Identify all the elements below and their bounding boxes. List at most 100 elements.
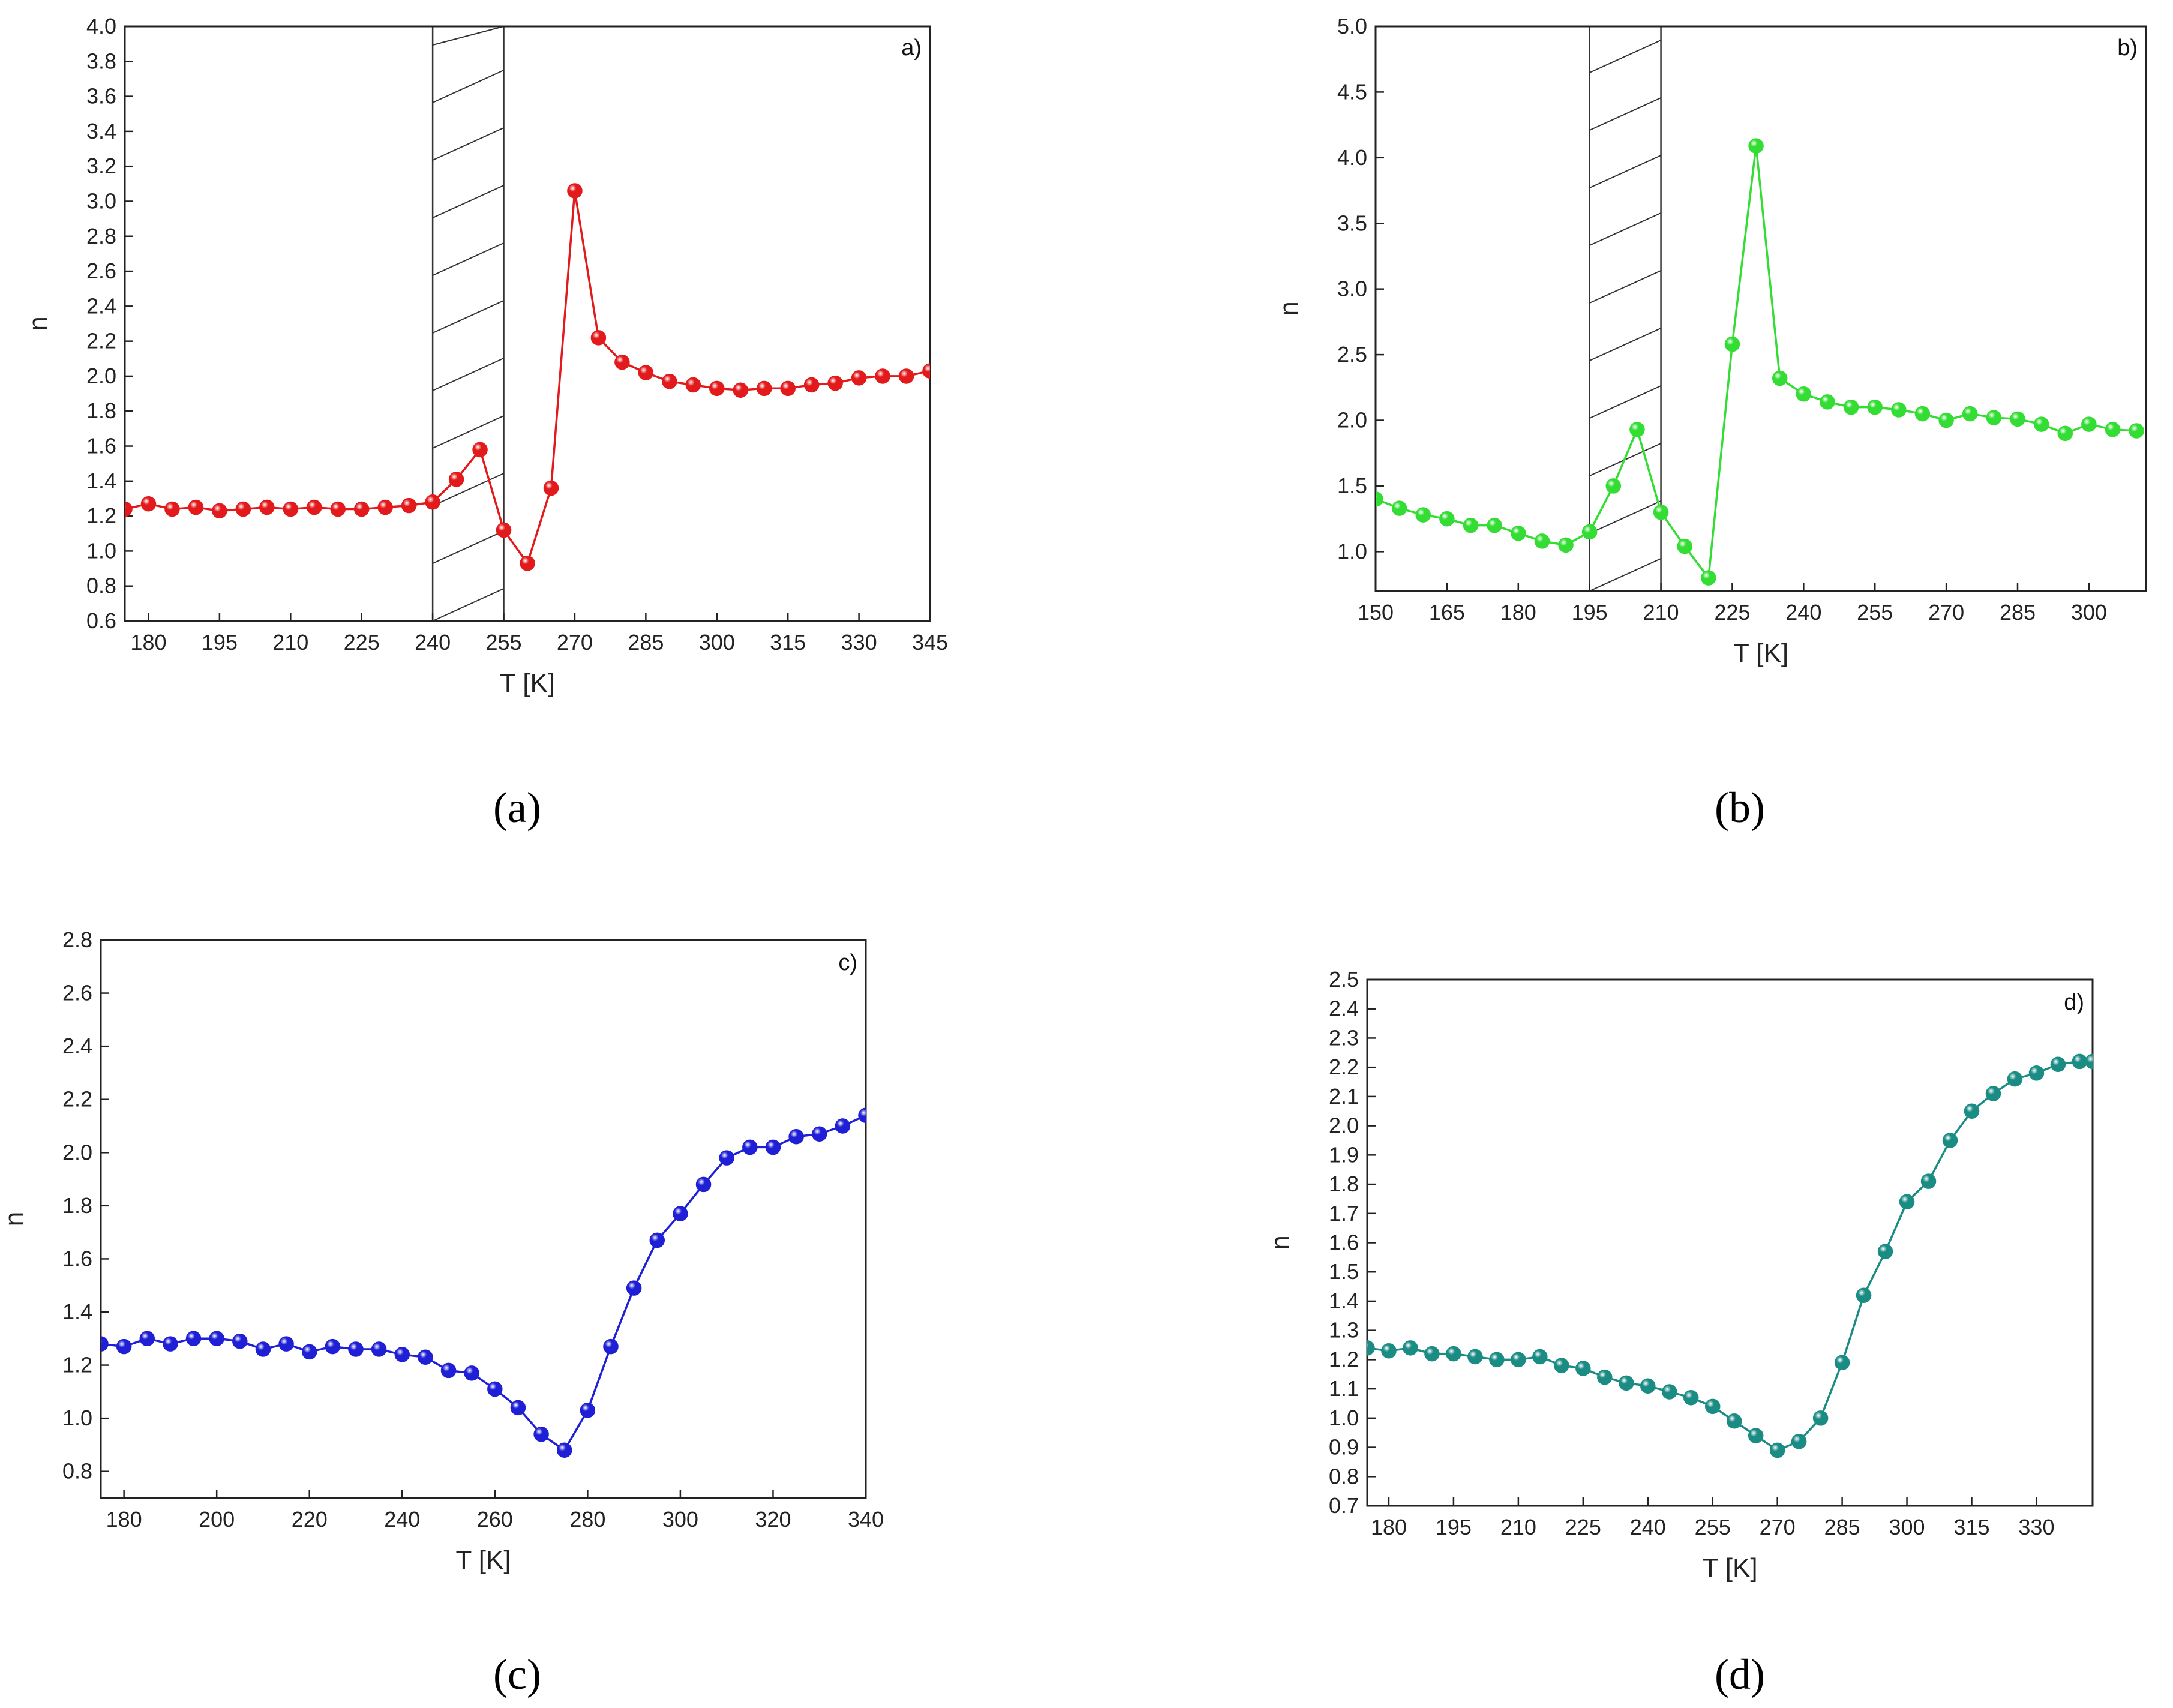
- x-tick-label: 315: [770, 630, 806, 655]
- data-point: [875, 368, 890, 384]
- data-point: [1403, 1340, 1418, 1356]
- data-point: [1575, 1361, 1591, 1376]
- data-point: [1511, 525, 1526, 541]
- hatch-line: [432, 70, 504, 103]
- data-point: [307, 499, 322, 515]
- data-point: [371, 1341, 387, 1357]
- data-point: [803, 377, 820, 393]
- hatch-line: [432, 415, 504, 449]
- data-point: [756, 380, 772, 397]
- data-point: [1834, 1355, 1850, 1371]
- hatch-line: [432, 127, 504, 161]
- data-point: [626, 1280, 642, 1296]
- data-point: [1489, 1352, 1505, 1368]
- data-point: [140, 496, 157, 512]
- y-tick-label: 3.0: [86, 188, 116, 213]
- y-tick-label: 3.0: [1337, 277, 1367, 301]
- data-point: [811, 1126, 827, 1142]
- data-point: [1367, 1340, 1375, 1356]
- x-tick-label: 225: [1714, 600, 1750, 625]
- data-point: [212, 503, 227, 519]
- y-tick-label: 1.6: [62, 1246, 92, 1271]
- series-line: [1376, 145, 2137, 581]
- data-point: [2028, 1065, 2045, 1081]
- data-point: [733, 382, 748, 398]
- x-tick-label: 240: [1630, 1515, 1666, 1539]
- data-point: [394, 1347, 410, 1362]
- hatch-line: [432, 358, 504, 391]
- x-tick-label: 255: [1857, 600, 1893, 625]
- data-point: [520, 556, 535, 571]
- data-point: [209, 1331, 224, 1347]
- y-tick-label: 1.5: [1329, 1259, 1359, 1284]
- caption-c: (c): [493, 1650, 541, 1698]
- hatch-line: [1589, 40, 1661, 73]
- hatch-line: [1589, 97, 1661, 131]
- plot-frame: [100, 939, 867, 1499]
- data-point: [2105, 422, 2121, 437]
- y-tick-label: 1.4: [1329, 1289, 1359, 1313]
- x-tick-label: 180: [130, 630, 166, 655]
- data-point: [2033, 416, 2049, 432]
- data-point: [2057, 425, 2073, 442]
- data-point: [543, 480, 559, 496]
- y-tick-label: 3.2: [86, 154, 116, 178]
- caption-b: (b): [1715, 784, 1765, 832]
- x-tick-label: 220: [292, 1507, 328, 1532]
- data-point: [827, 375, 843, 391]
- data-point: [348, 1341, 364, 1357]
- series-line: [101, 1114, 866, 1452]
- data-point: [464, 1365, 479, 1381]
- plot-frame: [1374, 25, 2147, 592]
- x-tick-label: 300: [2071, 600, 2107, 625]
- y-tick-label: 5.0: [1337, 14, 1367, 38]
- y-tick-label: 2.2: [1329, 1055, 1359, 1079]
- data-point: [590, 330, 607, 346]
- x-tick-label: 280: [569, 1507, 605, 1532]
- x-tick-label: 195: [1436, 1515, 1472, 1539]
- data-point: [719, 1150, 734, 1166]
- hatch-line: [432, 530, 504, 564]
- y-tick-label: 1.7: [1329, 1201, 1359, 1226]
- data-point: [1942, 1133, 1958, 1148]
- data-point: [1439, 511, 1455, 527]
- y-tick-label: 3.4: [86, 119, 116, 143]
- data-point: [1534, 533, 1550, 549]
- x-tick-label: 225: [1565, 1515, 1601, 1539]
- hatch-line: [1589, 328, 1661, 361]
- data-point: [139, 1331, 155, 1347]
- data-point: [835, 1118, 851, 1134]
- data-point: [1856, 1287, 1872, 1303]
- hatch-line: [1589, 155, 1661, 188]
- data-point: [533, 1426, 549, 1442]
- data-point: [1820, 394, 1835, 410]
- data-point: [649, 1232, 665, 1248]
- x-axis-title: T [K]: [1702, 1553, 1757, 1583]
- x-tick-label: 315: [1953, 1515, 1989, 1539]
- x-tick-label: 210: [272, 630, 308, 655]
- data-point: [1653, 504, 1669, 520]
- data-point: [185, 1331, 202, 1347]
- y-tick-label: 2.4: [62, 1034, 92, 1058]
- data-point: [1726, 1413, 1742, 1429]
- data-point: [1877, 1244, 1893, 1259]
- data-point: [1812, 1410, 1829, 1426]
- data-point: [1899, 1194, 1915, 1210]
- y-tick-label: 3.8: [86, 49, 116, 73]
- data-point: [232, 1333, 248, 1349]
- y-tick-label: 2.0: [1337, 408, 1367, 433]
- data-point: [1964, 1103, 1980, 1119]
- data-point: [1748, 1428, 1764, 1443]
- data-point: [780, 380, 796, 397]
- data-point: [278, 1336, 294, 1352]
- data-point: [1415, 507, 1431, 523]
- y-tick-label: 0.6: [86, 608, 116, 633]
- data-point: [1891, 402, 1907, 418]
- x-tick-label: 210: [1500, 1515, 1536, 1539]
- data-point: [1796, 386, 1812, 402]
- data-point: [496, 522, 512, 538]
- data-point: [922, 363, 930, 379]
- data-point: [1487, 517, 1502, 533]
- x-tick-label: 270: [557, 630, 593, 655]
- data-point: [1914, 406, 1931, 422]
